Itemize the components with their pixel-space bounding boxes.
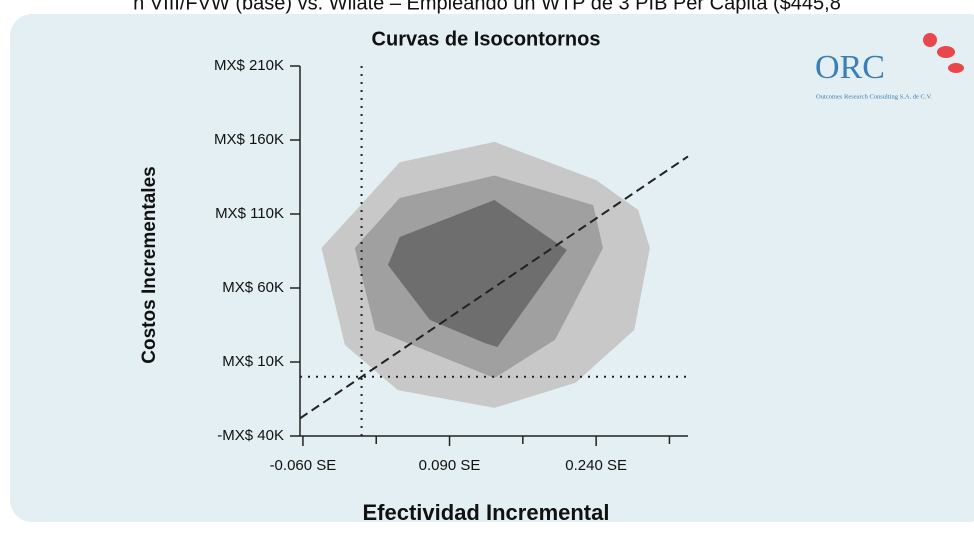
logo-dot (948, 63, 964, 73)
x-tick-label: -0.060 SE (270, 457, 337, 474)
logo-dot (937, 46, 955, 58)
caption: n VIII/FVW (base) vs. Wilate – Empleando… (133, 0, 841, 14)
logo-dot (923, 33, 937, 47)
y-tick-label: -MX$ 40K (217, 427, 284, 444)
logo-tagline: Outcomes Research Consulting S.A. de C.V… (816, 93, 932, 100)
chart-title: Curvas de Isocontornos (372, 28, 601, 50)
y-tick-label: MX$ 160K (214, 131, 284, 148)
contour-region (387, 199, 567, 348)
wtp-line (299, 155, 689, 420)
y-axis-label: Costos Incrementales (139, 166, 160, 363)
y-tick-label: MX$ 10K (222, 353, 284, 370)
logo-name: ORC (815, 49, 885, 86)
y-tick-label: MX$ 110K (215, 205, 284, 222)
y-tick-label: MX$ 210K (214, 57, 284, 74)
plot: -MX$ 40K MX$ 10K MX$ 60K MX$ 110K MX$ 160K MX… (214, 57, 689, 474)
caption-bg (0, 0, 974, 14)
x-tick-label: 0.240 SE (565, 457, 627, 474)
x-axis-label: Efectividad Incremental (363, 500, 610, 525)
logo: ORC Outcomes Research Consulting S.A. de… (815, 33, 964, 100)
y-tick-label: MX$ 60K (222, 279, 284, 296)
x-tick-label: 0.090 SE (419, 457, 481, 474)
